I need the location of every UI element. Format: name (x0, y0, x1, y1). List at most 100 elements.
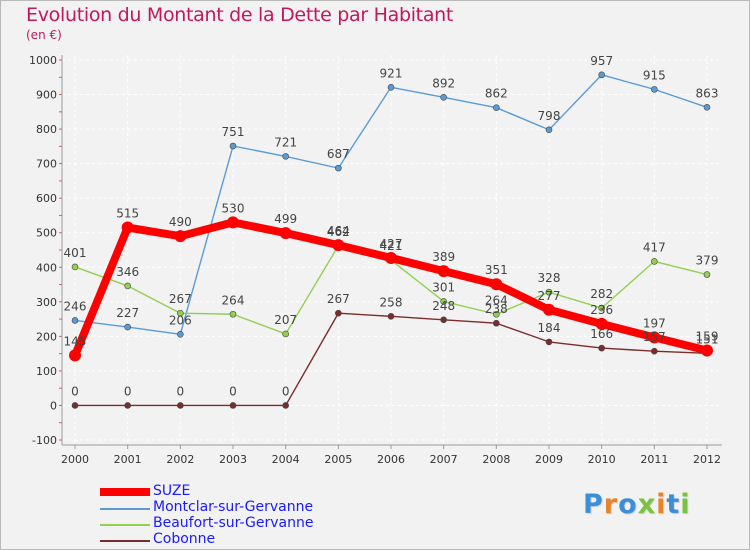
legend-item-beaufort: Beaufort-sur-Gervanne (100, 515, 360, 532)
data-label-2: 264 (485, 293, 508, 307)
data-point-3 (282, 402, 289, 409)
data-point-1 (545, 126, 553, 134)
data-label-2: 417 (643, 240, 666, 254)
y-tick-label: 100 (36, 365, 57, 378)
data-point-1 (493, 104, 500, 111)
chart-title: Evolution du Montant de la Dette par Hab… (26, 4, 454, 26)
logo-letter: r (603, 489, 619, 520)
data-label-1: 721 (274, 135, 297, 149)
data-point-0 (174, 230, 187, 243)
data-point-1 (124, 323, 131, 331)
data-point-3 (387, 313, 395, 320)
data-point-0 (385, 251, 397, 264)
y-tick-label: 1000 (29, 54, 57, 67)
data-point-2 (651, 258, 658, 265)
x-tick-label: 2008 (482, 453, 510, 466)
data-label-1: 798 (538, 109, 561, 123)
legend: SUZE Montclar-sur-Gervanne Beaufort-sur-… (100, 483, 360, 548)
legend-label-cobonne: Cobonne (153, 531, 216, 547)
legend-item-cobonne: Cobonne (100, 531, 360, 548)
data-label-0: 236 (590, 303, 613, 317)
data-label-0: 530 (222, 201, 245, 215)
data-label-3: 248 (432, 299, 455, 313)
data-label-2: 401 (64, 246, 87, 260)
x-tick-label: 2006 (377, 453, 405, 466)
data-label-2: 282 (590, 287, 613, 301)
data-label-1: 863 (696, 86, 719, 100)
data-label-0: 389 (432, 250, 455, 264)
data-label-2: 207 (274, 313, 297, 327)
y-tick-label: 700 (36, 158, 57, 171)
data-point-0 (69, 349, 81, 362)
x-tick-label: 2000 (61, 453, 89, 466)
data-point-0 (227, 216, 239, 229)
logo-letter: o (618, 489, 638, 520)
data-label-3: 267 (327, 292, 350, 306)
data-point-2 (177, 309, 184, 317)
data-label-1: 915 (643, 68, 666, 82)
data-label-0: 197 (643, 316, 666, 330)
data-label-3: 0 (124, 384, 132, 398)
data-point-0 (121, 221, 134, 234)
y-tick-label: 0 (50, 399, 57, 412)
legend-swatch-montclar (100, 508, 150, 510)
data-point-3 (177, 402, 184, 409)
data-label-2: 421 (380, 239, 403, 253)
data-point-3 (124, 402, 131, 409)
data-label-3: 151 (696, 332, 719, 346)
data-point-1 (282, 153, 289, 160)
data-label-3: 0 (71, 384, 79, 398)
data-label-0: 515 (116, 207, 139, 221)
x-tick-label: 2009 (535, 453, 563, 466)
data-label-2: 264 (222, 293, 245, 307)
y-tick-label: 600 (36, 192, 57, 205)
chart-subtitle: (en €) (26, 28, 62, 42)
data-label-3: 184 (538, 321, 561, 335)
data-point-1 (440, 94, 447, 101)
data-point-1 (229, 142, 237, 150)
data-point-2 (493, 310, 500, 318)
legend-swatch-beaufort (100, 524, 150, 526)
data-label-0: 159 (696, 330, 719, 344)
data-label-1: 206 (169, 313, 192, 327)
y-tick-label: 400 (36, 261, 57, 274)
data-label-3: 157 (643, 330, 666, 344)
y-tick-label: -100 (32, 434, 57, 447)
data-point-3 (493, 319, 500, 327)
y-tick-label: 900 (36, 89, 57, 102)
x-tick-label: 2001 (114, 453, 142, 466)
data-label-1: 921 (380, 66, 403, 80)
data-label-2: 346 (116, 265, 139, 279)
data-point-2 (703, 271, 711, 278)
x-tick-label: 2005 (324, 453, 352, 466)
data-point-1 (387, 83, 395, 91)
legend-swatch-suze (100, 488, 150, 496)
data-label-2: 301 (432, 280, 455, 294)
data-label-1: 957 (590, 54, 613, 68)
data-label-0: 490 (169, 215, 192, 229)
data-point-3 (651, 347, 658, 355)
data-label-3: 166 (590, 327, 613, 341)
data-point-2 (545, 288, 553, 296)
x-tick-label: 2002 (166, 453, 194, 466)
data-point-0 (543, 303, 555, 316)
legend-label-montclar: Montclar-sur-Gervanne (153, 499, 314, 515)
legend-label-beaufort: Beaufort-sur-Gervanne (153, 515, 314, 531)
data-point-3 (229, 402, 237, 409)
data-point-0 (437, 265, 450, 278)
data-label-0: 464 (327, 224, 350, 238)
data-point-2 (440, 298, 447, 305)
y-tick-label: 300 (36, 296, 57, 309)
proxiti-logo: Proxiti (583, 489, 691, 520)
data-point-1 (703, 104, 711, 111)
x-tick-label: 2007 (430, 453, 458, 466)
y-tick-label: 200 (36, 330, 57, 343)
legend-swatch-cobonne (100, 540, 150, 542)
data-label-3: 0 (282, 384, 290, 398)
data-label-2: 462 (327, 225, 350, 239)
data-point-0 (490, 278, 503, 291)
plot-area (60, 55, 725, 445)
data-label-1: 246 (64, 299, 87, 313)
y-tick-label: 800 (36, 123, 57, 136)
